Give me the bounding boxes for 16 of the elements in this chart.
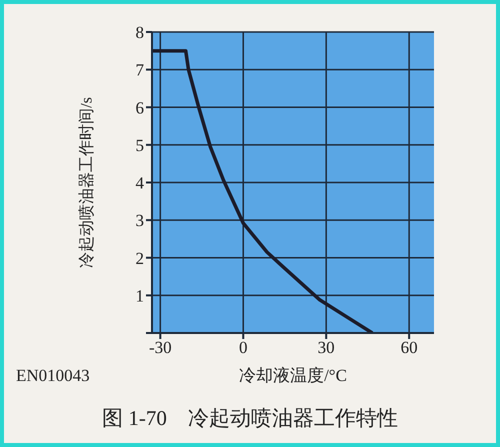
text: 图 1-70 冷起动喷油器工作特性: [101, 405, 399, 432]
y-tick-label: 8: [136, 23, 144, 42]
y-tick-label: 4: [136, 174, 144, 193]
y-axis-title: 冷起动喷油器工作时间/s: [78, 97, 96, 268]
x-tick-label: 60: [400, 338, 418, 358]
y-tick-label: 2: [136, 248, 144, 268]
y-tick-label: 7: [136, 60, 144, 80]
line-series: [152, 49, 374, 333]
y-tick-label: 5: [136, 136, 144, 155]
text: EN010043: [16, 366, 90, 386]
x-tick-label: 0: [238, 338, 248, 358]
y-tick-label: 6: [136, 98, 144, 118]
y-tick-label: 1: [136, 286, 144, 306]
x-tick-label: 30: [318, 338, 335, 358]
y-tick-label: 3: [136, 211, 144, 230]
x-tick-label: -30: [148, 338, 172, 358]
